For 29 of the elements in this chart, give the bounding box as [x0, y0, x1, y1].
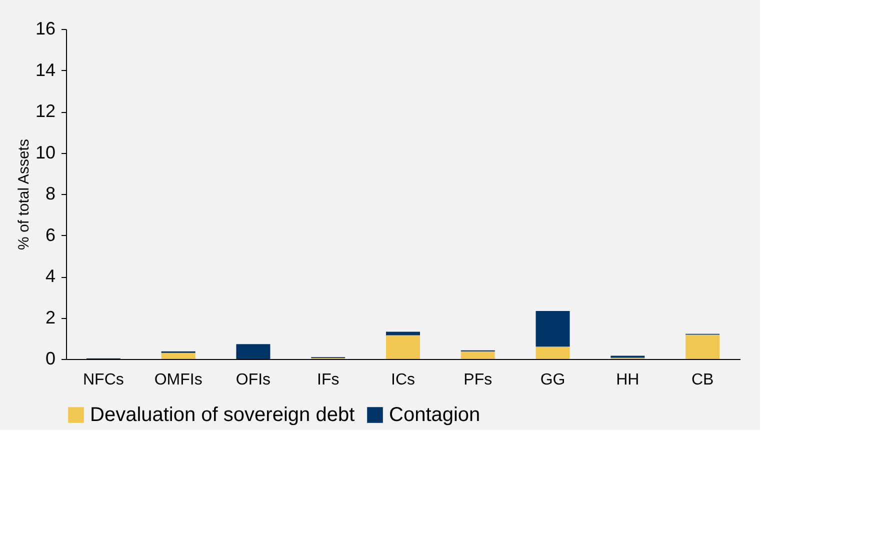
bar [236, 344, 270, 359]
y-tick-label: 8 [45, 184, 56, 204]
x-tick-label: ICs [391, 372, 415, 388]
x-tick-label: OMFIs [154, 372, 202, 388]
y-axis-title: % of total Assets [15, 139, 32, 250]
bar [386, 335, 420, 359]
x-tick-label: GG [540, 372, 566, 388]
legend-label: Devaluation of sovereign debt [90, 404, 356, 426]
y-tick-label: 2 [45, 307, 56, 328]
y-tick-label: 10 [35, 142, 56, 162]
y-tick-label: 0 [45, 348, 56, 368]
x-tick-label: NFCs [83, 372, 124, 388]
bar [536, 310, 570, 347]
bar [161, 352, 196, 359]
y-tick-label: 14 [35, 60, 56, 80]
bar [386, 332, 420, 336]
x-tick-label: CB [691, 372, 714, 388]
legend-label: Contagion [389, 404, 480, 426]
bar [460, 351, 495, 359]
x-tick-label: PFs [464, 372, 492, 388]
x-tick-label: IFs [317, 372, 340, 388]
y-tick-label: 16 [35, 18, 56, 38]
y-tick-label: 12 [35, 101, 56, 121]
bar [686, 334, 720, 359]
y-tick-label: 4 [45, 266, 56, 286]
bar [536, 346, 570, 359]
x-tick-label: OFIs [236, 372, 271, 388]
x-tick-label: HH [616, 372, 640, 388]
y-tick-label: 6 [45, 224, 56, 245]
